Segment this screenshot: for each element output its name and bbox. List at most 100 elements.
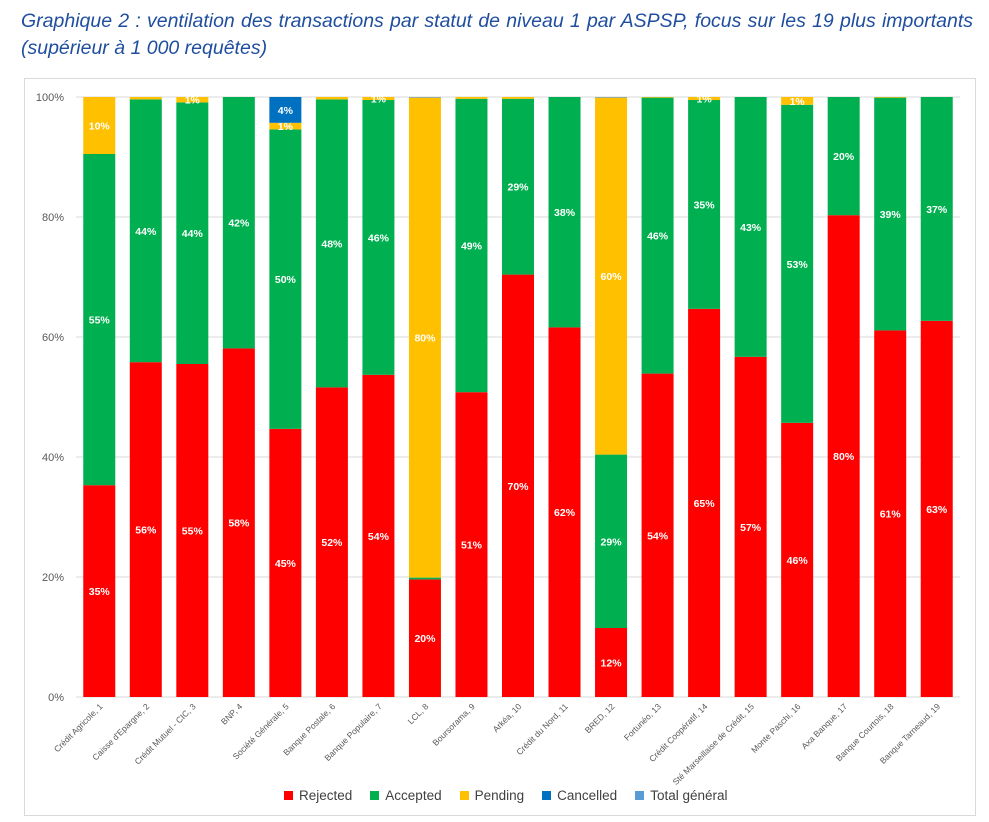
data-label: 48% bbox=[321, 238, 343, 250]
data-label: 39% bbox=[880, 209, 902, 221]
bar-segment-accepted bbox=[641, 97, 674, 374]
y-tick-label: 0% bbox=[48, 692, 64, 704]
data-label: 1% bbox=[371, 94, 387, 106]
legend-label: Pending bbox=[474, 788, 525, 803]
x-tick-label: Monte Paschi, 16 bbox=[749, 701, 803, 755]
data-label: 1% bbox=[278, 121, 294, 133]
data-label: 51% bbox=[461, 540, 483, 552]
data-label: 57% bbox=[740, 522, 762, 534]
data-label: 20% bbox=[833, 151, 855, 163]
bar-segment-accepted bbox=[455, 98, 488, 393]
legend-swatch bbox=[284, 791, 293, 800]
bar-segment-accepted bbox=[362, 100, 395, 375]
data-label: 52% bbox=[321, 537, 343, 549]
chart-caption: Graphique 2 : ventilation des transactio… bbox=[21, 10, 973, 59]
data-label: 10% bbox=[89, 121, 111, 133]
data-label: 70% bbox=[507, 481, 529, 493]
bar-segment-pending bbox=[83, 97, 116, 154]
bar-segment-accepted bbox=[129, 99, 162, 363]
bar-segment-rejected bbox=[176, 364, 209, 697]
bar-segment-accepted bbox=[781, 104, 814, 423]
legend-item: Accepted bbox=[370, 788, 442, 803]
data-label: 53% bbox=[787, 259, 809, 271]
bar-segment-pending bbox=[408, 97, 441, 578]
data-label: 60% bbox=[601, 271, 623, 283]
data-label: 54% bbox=[368, 531, 390, 543]
bar-segment-accepted bbox=[269, 129, 302, 429]
data-label: 62% bbox=[554, 507, 576, 519]
data-label: 29% bbox=[507, 182, 529, 194]
data-label: 1% bbox=[697, 94, 713, 106]
x-tick-label: Boursorama, 9 bbox=[430, 701, 477, 748]
x-tick-label: Axa Banque, 17 bbox=[799, 701, 849, 751]
bar-segment-accepted bbox=[827, 97, 860, 216]
bar-segment-pending bbox=[641, 97, 674, 98]
bar-segment-rejected bbox=[83, 485, 116, 697]
bar-segment-pending bbox=[269, 122, 302, 130]
bar-segment-rejected bbox=[315, 387, 348, 697]
data-label: 80% bbox=[414, 333, 436, 345]
data-label: 4% bbox=[278, 105, 294, 117]
bar-segment-accepted bbox=[595, 454, 628, 628]
bar-segment-total-général bbox=[595, 97, 628, 98]
bar-segment-total-général bbox=[408, 97, 441, 98]
bar-segment-cancelled bbox=[269, 97, 302, 123]
bar-segment-accepted bbox=[874, 97, 907, 331]
bar-segment-accepted bbox=[734, 97, 767, 357]
legend-item: Rejected bbox=[284, 788, 352, 803]
bar-segment-rejected bbox=[827, 215, 860, 697]
bar-segment-rejected bbox=[595, 628, 628, 697]
x-tick-label: Crédit du Nord, 11 bbox=[514, 701, 570, 757]
bar-segment-accepted bbox=[920, 97, 953, 321]
bar-segment-pending bbox=[502, 97, 534, 99]
data-label: 56% bbox=[135, 525, 157, 537]
bar-segment-rejected bbox=[920, 320, 953, 697]
data-label: 65% bbox=[694, 498, 716, 510]
data-label: 38% bbox=[554, 207, 576, 219]
data-label: 46% bbox=[368, 232, 390, 244]
y-tick-label: 80% bbox=[42, 212, 64, 224]
data-label: 46% bbox=[647, 231, 669, 243]
bar-segment-accepted bbox=[83, 154, 116, 486]
bar-segment-pending bbox=[595, 97, 628, 455]
bar-segment-pending bbox=[362, 97, 395, 100]
y-axis-ticks: 0% 20% 40% 60% 80% 100% bbox=[36, 92, 64, 704]
data-label: 37% bbox=[926, 204, 948, 216]
data-label: 50% bbox=[275, 274, 297, 286]
legend-label: Rejected bbox=[299, 788, 353, 803]
bar-segment-rejected bbox=[502, 274, 534, 697]
legend-swatch bbox=[542, 791, 552, 800]
x-tick-label: LCL, 8 bbox=[406, 701, 431, 726]
data-label: 44% bbox=[182, 228, 204, 240]
data-labels: 35% 55% 10% 56% 44% 55% 44% 1% 58% 42% 45% 50% 1% 4% 5… bbox=[89, 94, 948, 670]
legend-item: Total général bbox=[635, 788, 728, 803]
y-tick-label: 60% bbox=[42, 332, 64, 344]
data-label: 35% bbox=[694, 199, 716, 211]
bar-segment-rejected bbox=[688, 308, 721, 697]
chart-legend: Rejected Accepted Pending Cancelled Total gé… bbox=[284, 788, 728, 803]
bar-segment-accepted bbox=[222, 97, 255, 349]
data-label: 46% bbox=[787, 555, 809, 567]
bar-segment-rejected bbox=[734, 356, 767, 697]
data-label: 55% bbox=[182, 526, 204, 538]
data-label: 1% bbox=[790, 96, 806, 108]
bar-segment-pending bbox=[688, 97, 721, 100]
bar-segment-rejected bbox=[455, 392, 488, 697]
data-label: 20% bbox=[414, 633, 436, 645]
y-tick-label: 40% bbox=[42, 452, 64, 464]
x-tick-label: Crédit Agricole, 1 bbox=[52, 701, 105, 754]
data-label: 35% bbox=[89, 586, 111, 598]
bar-segment-pending bbox=[781, 97, 814, 105]
bars bbox=[83, 97, 953, 697]
bar-segment-rejected bbox=[408, 579, 441, 697]
bar-segment-rejected bbox=[362, 374, 395, 697]
data-label: 80% bbox=[833, 451, 855, 463]
bar-segment-accepted bbox=[315, 99, 348, 388]
data-label: 44% bbox=[135, 226, 157, 238]
data-label: 54% bbox=[647, 530, 669, 542]
x-tick-label: Sté Marseillaise de Crédit, 15 bbox=[670, 701, 756, 787]
bar-segment-rejected bbox=[129, 362, 162, 697]
bar-segment-accepted bbox=[408, 577, 441, 580]
bar-segment-rejected bbox=[874, 330, 907, 697]
